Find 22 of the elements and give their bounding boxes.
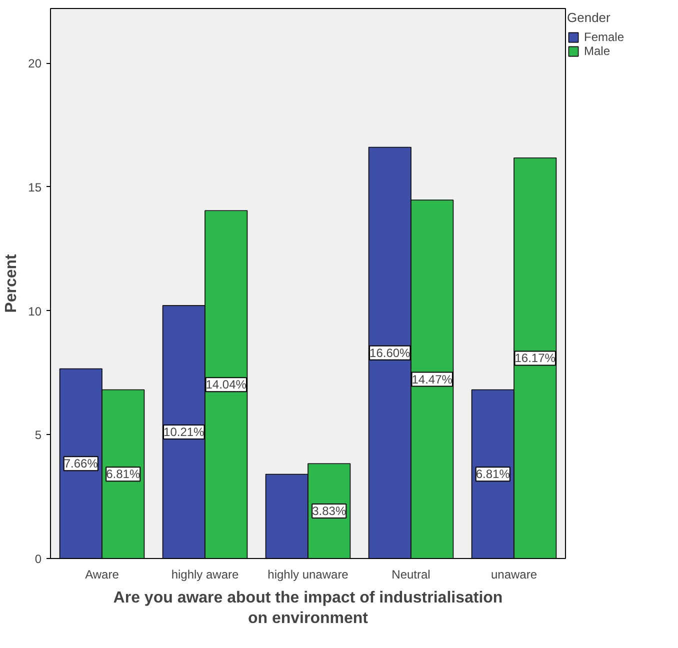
legend-label: Male (584, 44, 610, 58)
legend-title: Gender (567, 10, 612, 25)
y-tick-label: 5 (34, 428, 42, 442)
data-label: 3.83% (312, 504, 346, 518)
x-tick-label: Neutral (392, 568, 430, 582)
y-tick-label: 0 (34, 552, 42, 566)
legend-label: Female (584, 30, 624, 44)
data-label: 6.81% (106, 467, 140, 482)
x-tick-label: Aware (85, 568, 120, 582)
y-tick-label: 15 (28, 180, 42, 194)
x-tick-label: unaware (490, 568, 538, 582)
y-tick-label: 20 (28, 56, 42, 71)
y-axis-title: Percent (3, 253, 20, 313)
data-label: 7.66% (64, 456, 98, 471)
data-label: 16.17% (514, 351, 556, 366)
x-tick-label: highly unaware (268, 568, 349, 582)
data-label: 6.81% (476, 467, 510, 482)
data-label: 14.04% (206, 378, 247, 392)
x-tick-label: highly aware (171, 568, 240, 582)
data-label: 14.47% (412, 372, 453, 386)
x-axis-title: Are you aware about the impact of industrialisation on environment (113, 590, 503, 627)
y-tick-label: 10 (28, 304, 42, 318)
